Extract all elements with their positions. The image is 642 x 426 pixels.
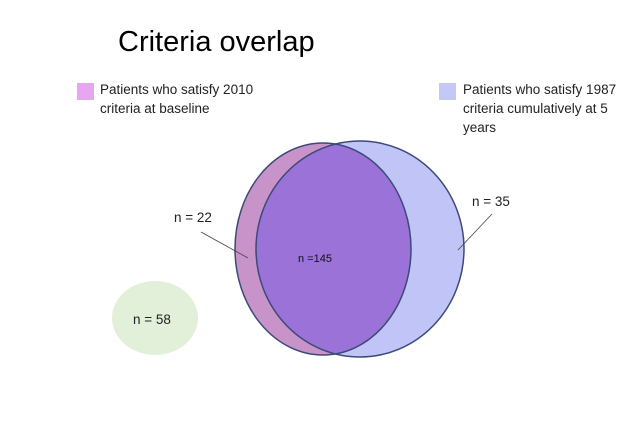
- region-label-neither: n = 58: [133, 312, 171, 327]
- set-overlap-region: [256, 143, 411, 355]
- page-title: Criteria overlap: [118, 26, 315, 58]
- set-1987-outline: [255, 140, 465, 358]
- set-2010-outline: [234, 142, 412, 356]
- callout-line-only1987: [457, 213, 493, 251]
- legend-swatch-2010: [77, 83, 94, 100]
- region-label-only-2010: n = 22: [174, 210, 212, 225]
- legend-label-1987: Patients who satisfy 1987 criteria cumul…: [463, 82, 617, 135]
- legend-swatch-1987: [439, 83, 456, 100]
- callout-line-only2010: [200, 231, 249, 259]
- region-label-only-1987: n = 35: [472, 194, 510, 209]
- legend-label-2010: Patients who satisfy 2010 criteria at ba…: [100, 82, 254, 116]
- set-neither-circle: [112, 281, 198, 355]
- region-label-both: n =145: [298, 253, 332, 265]
